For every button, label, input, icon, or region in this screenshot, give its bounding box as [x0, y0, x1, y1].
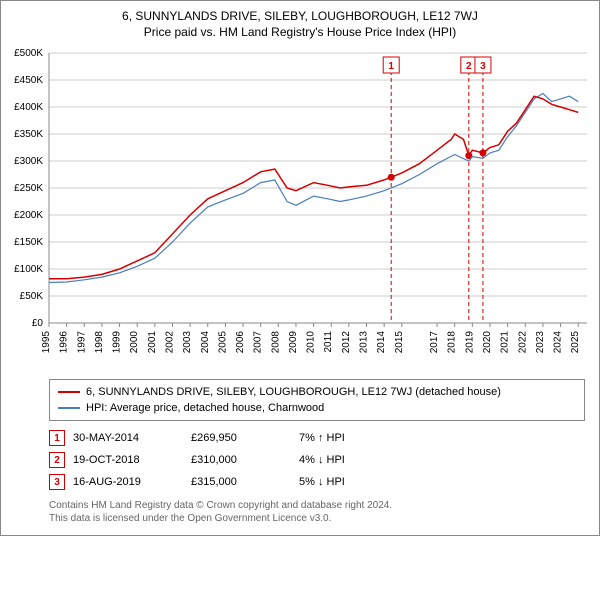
legend-row-property: 6, SUNNYLANDS DRIVE, SILEBY, LOUGHBOROUG…: [58, 384, 576, 400]
title-area: 6, SUNNYLANDS DRIVE, SILEBY, LOUGHBOROUG…: [1, 1, 599, 43]
footer-attribution: Contains HM Land Registry data © Crown c…: [49, 499, 585, 525]
svg-text:1998: 1998: [94, 331, 105, 354]
svg-text:2013: 2013: [359, 331, 370, 354]
footer-line2: This data is licensed under the Open Gov…: [49, 512, 585, 525]
svg-text:3: 3: [480, 61, 486, 72]
chart-container: 6, SUNNYLANDS DRIVE, SILEBY, LOUGHBOROUG…: [0, 0, 600, 536]
svg-text:2003: 2003: [182, 331, 193, 354]
legend-swatch-hpi: [58, 407, 80, 409]
chart-plot: £0 £50K £100K £150K £200K £250K £300K £350K £400…: [1, 43, 599, 373]
svg-text:1997: 1997: [76, 331, 87, 354]
sale-price: £315,000: [191, 476, 291, 488]
sale-delta-vs-hpi: 7% ↑ HPI: [299, 432, 409, 444]
sale-marker-icon: 3: [49, 474, 65, 490]
svg-text:2021: 2021: [500, 331, 511, 354]
legend-box: 6, SUNNYLANDS DRIVE, SILEBY, LOUGHBOROUG…: [49, 379, 585, 421]
svg-text:2008: 2008: [270, 331, 281, 354]
svg-text:£450K: £450K: [14, 75, 43, 86]
svg-text:£250K: £250K: [14, 183, 43, 194]
svg-text:2002: 2002: [164, 331, 175, 354]
svg-text:2005: 2005: [217, 331, 228, 354]
legend-label-property: 6, SUNNYLANDS DRIVE, SILEBY, LOUGHBOROUG…: [86, 386, 501, 398]
sales-row: 2 19-OCT-2018 £310,000 4% ↓ HPI: [49, 449, 585, 471]
legend-row-hpi: HPI: Average price, detached house, Char…: [58, 400, 576, 416]
svg-text:2: 2: [466, 61, 472, 72]
sale-marker-icon: 1: [49, 430, 65, 446]
svg-text:£0: £0: [32, 318, 44, 329]
svg-text:2017: 2017: [429, 331, 440, 354]
svg-text:2006: 2006: [235, 331, 246, 354]
svg-text:£150K: £150K: [14, 237, 43, 248]
chart-title-line2: Price paid vs. HM Land Registry's House …: [1, 25, 599, 39]
svg-text:1995: 1995: [41, 331, 52, 354]
svg-text:2012: 2012: [341, 331, 352, 354]
sale-marker-icon: 2: [49, 452, 65, 468]
legend-swatch-property: [58, 391, 80, 393]
chart-title-line1: 6, SUNNYLANDS DRIVE, SILEBY, LOUGHBOROUG…: [1, 9, 599, 23]
svg-text:2024: 2024: [553, 331, 564, 354]
svg-text:2010: 2010: [306, 331, 317, 354]
sale-date: 30-MAY-2014: [73, 432, 183, 444]
svg-text:2018: 2018: [447, 331, 458, 354]
svg-text:£500K: £500K: [14, 48, 43, 59]
svg-text:£50K: £50K: [20, 291, 44, 302]
sales-row: 1 30-MAY-2014 £269,950 7% ↑ HPI: [49, 427, 585, 449]
svg-text:2023: 2023: [535, 331, 546, 354]
sale-delta-vs-hpi: 4% ↓ HPI: [299, 454, 409, 466]
svg-text:£350K: £350K: [14, 129, 43, 140]
svg-text:2007: 2007: [253, 331, 264, 354]
sale-delta-vs-hpi: 5% ↓ HPI: [299, 476, 409, 488]
sale-price: £269,950: [191, 432, 291, 444]
svg-text:2001: 2001: [147, 331, 158, 354]
svg-text:2014: 2014: [376, 331, 387, 354]
svg-text:£400K: £400K: [14, 102, 43, 113]
svg-text:2019: 2019: [464, 331, 475, 354]
svg-text:1: 1: [388, 61, 394, 72]
svg-text:1996: 1996: [59, 331, 70, 354]
sales-row: 3 16-AUG-2019 £315,000 5% ↓ HPI: [49, 471, 585, 493]
svg-text:2015: 2015: [394, 331, 405, 354]
footer-line1: Contains HM Land Registry data © Crown c…: [49, 499, 585, 512]
svg-text:2009: 2009: [288, 331, 299, 354]
svg-text:£100K: £100K: [14, 264, 43, 275]
sale-date: 19-OCT-2018: [73, 454, 183, 466]
svg-text:£300K: £300K: [14, 156, 43, 167]
legend-label-hpi: HPI: Average price, detached house, Char…: [86, 402, 324, 414]
svg-text:2004: 2004: [200, 331, 211, 354]
svg-text:2025: 2025: [570, 331, 581, 354]
svg-text:2011: 2011: [323, 331, 334, 353]
sale-price: £310,000: [191, 454, 291, 466]
chart-svg: £0 £50K £100K £150K £200K £250K £300K £350K £400…: [1, 43, 599, 373]
svg-text:1999: 1999: [112, 331, 123, 354]
svg-text:2020: 2020: [482, 331, 493, 354]
svg-text:2000: 2000: [129, 331, 140, 354]
sales-table: 1 30-MAY-2014 £269,950 7% ↑ HPI 2 19-OCT-2018…: [49, 427, 585, 493]
svg-text:£200K: £200K: [14, 210, 43, 221]
svg-text:2022: 2022: [517, 331, 528, 354]
sale-date: 16-AUG-2019: [73, 476, 183, 488]
